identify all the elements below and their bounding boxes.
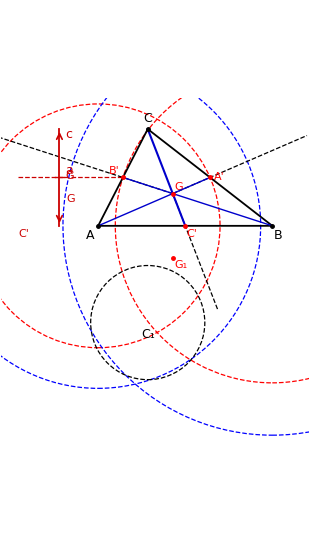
Text: C': C' xyxy=(186,229,197,240)
Text: B: B xyxy=(274,229,283,242)
Text: G₁: G₁ xyxy=(175,260,188,270)
Text: G: G xyxy=(67,194,75,204)
Text: G: G xyxy=(65,171,74,181)
Text: A': A' xyxy=(214,173,224,182)
Text: B': B' xyxy=(108,165,119,176)
Text: a: a xyxy=(65,164,73,177)
Text: C₁: C₁ xyxy=(141,328,155,341)
Text: c: c xyxy=(65,128,73,141)
Text: A: A xyxy=(86,229,95,242)
Text: C': C' xyxy=(18,229,29,240)
Text: C: C xyxy=(143,112,152,126)
Text: G: G xyxy=(175,182,183,193)
